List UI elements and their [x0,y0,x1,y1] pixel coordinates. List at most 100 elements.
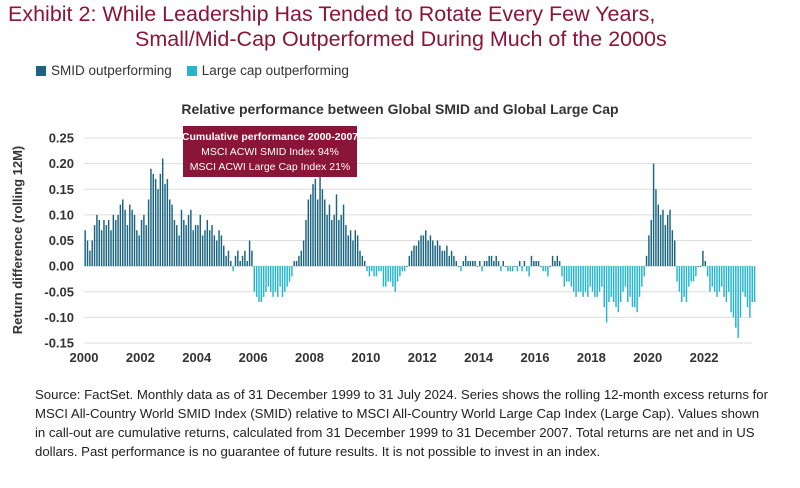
title-line-2: Small/Mid-Cap Outperformed During Much o… [135,27,667,51]
bar [84,230,86,267]
bar [457,266,460,267]
bar [587,266,589,297]
bar [565,266,568,282]
bar [605,266,608,323]
bar [112,214,115,267]
bar [324,199,326,267]
bar [518,261,521,267]
legend-swatch-large-cap [186,65,197,76]
bar [352,240,354,267]
bar [187,214,190,267]
bar [251,250,253,267]
bar [368,266,371,277]
bar [624,266,627,287]
bar [394,266,396,292]
y-tick-label: -0.10 [44,310,74,325]
bar [511,266,514,272]
bar [371,266,373,272]
bar [234,255,237,267]
bar [258,266,260,302]
bar [432,240,434,267]
x-tick-label: 2014 [464,350,494,365]
bar [194,225,197,267]
title-line-1: Exhibit 2: While Leadership Has Tended t… [8,2,656,26]
bar [704,261,706,267]
bar [462,261,465,267]
bar [178,235,180,267]
bar [159,173,162,267]
x-tick-label: 2018 [577,350,606,365]
bar [589,266,591,287]
bar [385,266,387,287]
bar [333,214,335,267]
bar [488,255,490,267]
x-tick-label: 2002 [126,350,155,365]
bar [666,214,669,267]
bar [131,209,133,267]
bar [535,261,537,267]
bar [695,266,697,277]
bar [117,214,119,267]
bar [537,261,540,267]
bar [265,266,267,292]
bar [206,220,209,267]
bar [373,266,375,277]
bar [140,220,143,267]
bar [309,194,312,267]
exhibit-title: Exhibit 2: While Leadership Has Tended t… [8,2,667,52]
bar [643,266,645,277]
bar [570,266,573,287]
bar [673,240,676,267]
bar [641,266,643,287]
bar [603,266,605,308]
bar [749,266,751,318]
bar [690,266,692,282]
bar [349,230,352,267]
bar [650,220,652,267]
bar [366,266,368,272]
bar [718,266,721,292]
bar [86,240,89,267]
bar [664,225,667,267]
bar [164,184,166,267]
bar [129,204,131,267]
bar [272,266,274,297]
bar [100,230,103,267]
bar [361,255,364,267]
bar [253,266,256,292]
bar [399,266,401,277]
bar [638,266,641,297]
bar [446,245,448,267]
bar [561,266,563,277]
bar [436,240,439,267]
bar [711,266,714,287]
bar [429,235,432,267]
bar [248,240,251,267]
bar [554,261,556,267]
x-tick-label: 2000 [70,350,99,365]
bar [551,255,554,267]
y-tick-label: 0.15 [49,182,74,197]
bar [645,255,648,267]
bar [171,204,173,267]
bar [295,261,298,267]
bar [439,245,441,267]
bar [345,225,347,267]
bar [417,240,420,267]
bar [314,179,317,267]
bar [363,261,366,267]
bar [659,214,662,267]
bar [211,225,213,267]
bar [331,220,333,267]
bar [166,179,169,267]
bar [709,266,711,292]
bar [612,266,615,302]
bar [161,158,164,267]
bar [594,266,596,297]
bar [286,266,288,287]
bar [657,204,660,267]
bar [713,266,716,292]
bar [169,199,171,267]
bar [568,266,570,282]
bar [281,266,284,297]
